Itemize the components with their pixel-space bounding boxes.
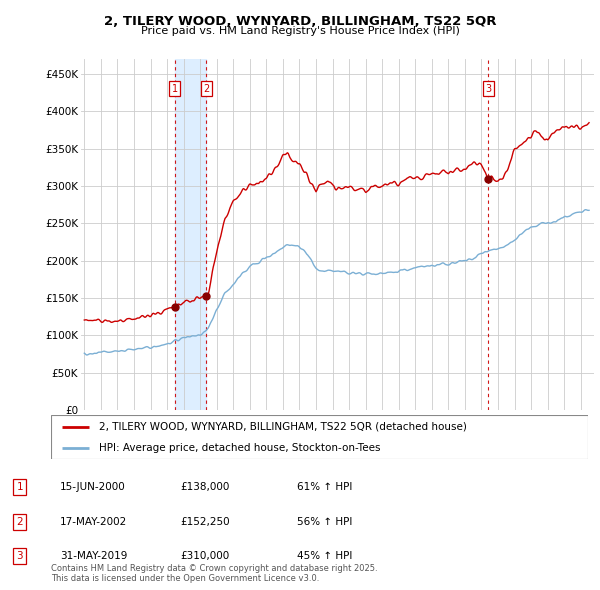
Text: 2, TILERY WOOD, WYNYARD, BILLINGHAM, TS22 5QR (detached house): 2, TILERY WOOD, WYNYARD, BILLINGHAM, TS2… xyxy=(100,422,467,432)
Text: 15-JUN-2000: 15-JUN-2000 xyxy=(60,482,126,491)
Text: 3: 3 xyxy=(16,552,23,561)
Text: 17-MAY-2002: 17-MAY-2002 xyxy=(60,517,127,527)
Text: £310,000: £310,000 xyxy=(180,552,229,561)
Text: 45% ↑ HPI: 45% ↑ HPI xyxy=(297,552,352,561)
Text: 56% ↑ HPI: 56% ↑ HPI xyxy=(297,517,352,527)
Text: 31-MAY-2019: 31-MAY-2019 xyxy=(60,552,127,561)
Text: 1: 1 xyxy=(16,482,23,491)
Text: £138,000: £138,000 xyxy=(180,482,229,491)
Text: 2, TILERY WOOD, WYNYARD, BILLINGHAM, TS22 5QR: 2, TILERY WOOD, WYNYARD, BILLINGHAM, TS2… xyxy=(104,15,496,28)
Text: £152,250: £152,250 xyxy=(180,517,230,527)
Text: 1: 1 xyxy=(172,84,178,94)
Text: Contains HM Land Registry data © Crown copyright and database right 2025.
This d: Contains HM Land Registry data © Crown c… xyxy=(51,563,377,583)
Bar xyxy=(175,59,206,410)
Text: 2: 2 xyxy=(203,84,209,94)
Text: 2: 2 xyxy=(16,517,23,527)
Text: HPI: Average price, detached house, Stockton-on-Tees: HPI: Average price, detached house, Stoc… xyxy=(100,443,381,453)
Text: 61% ↑ HPI: 61% ↑ HPI xyxy=(297,482,352,491)
Text: Price paid vs. HM Land Registry's House Price Index (HPI): Price paid vs. HM Land Registry's House … xyxy=(140,26,460,36)
Text: 3: 3 xyxy=(485,84,491,94)
